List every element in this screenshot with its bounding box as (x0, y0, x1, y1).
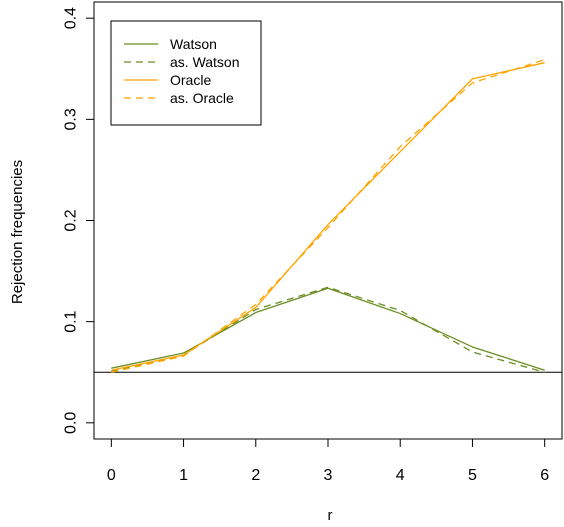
series-line-oracle (111, 62, 545, 371)
x-tick-label: 0 (107, 467, 116, 484)
legend-box (110, 20, 262, 126)
y-tick-label: 0.3 (63, 108, 80, 130)
x-tick-label: 5 (468, 467, 477, 484)
legend-label-as-watson: as. Watson (170, 54, 240, 70)
x-axis-title: r (328, 507, 333, 524)
y-tick-label: 0.1 (63, 310, 80, 332)
legend-label-as-oracle: as. Oracle (170, 90, 234, 106)
series-line-as-watson (111, 286, 545, 373)
series-layer (111, 59, 545, 373)
y-axis-title: Rejection frequencies (9, 160, 26, 304)
x-tick-label: 4 (396, 467, 405, 484)
x-tick-label: 2 (251, 467, 260, 484)
legend-label-oracle: Oracle (170, 72, 211, 88)
legend: Watson as. Watson Oracle as. Oracle (110, 20, 262, 126)
y-tick-label: 0.2 (63, 209, 80, 231)
y-tick-label: 0.0 (63, 412, 80, 434)
x-tick-label: 3 (324, 467, 333, 484)
x-tick-label: 6 (540, 467, 549, 484)
x-axis: 0 1 2 3 4 5 6 (107, 438, 549, 484)
y-tick-label: 0.4 (63, 7, 80, 29)
series-line-as-oracle (111, 59, 545, 373)
x-tick-label: 1 (179, 467, 188, 484)
legend-label-watson: Watson (170, 36, 217, 52)
y-axis: 0.0 0.1 0.2 0.3 0.4 (63, 7, 95, 434)
series-line-watson (111, 287, 545, 371)
